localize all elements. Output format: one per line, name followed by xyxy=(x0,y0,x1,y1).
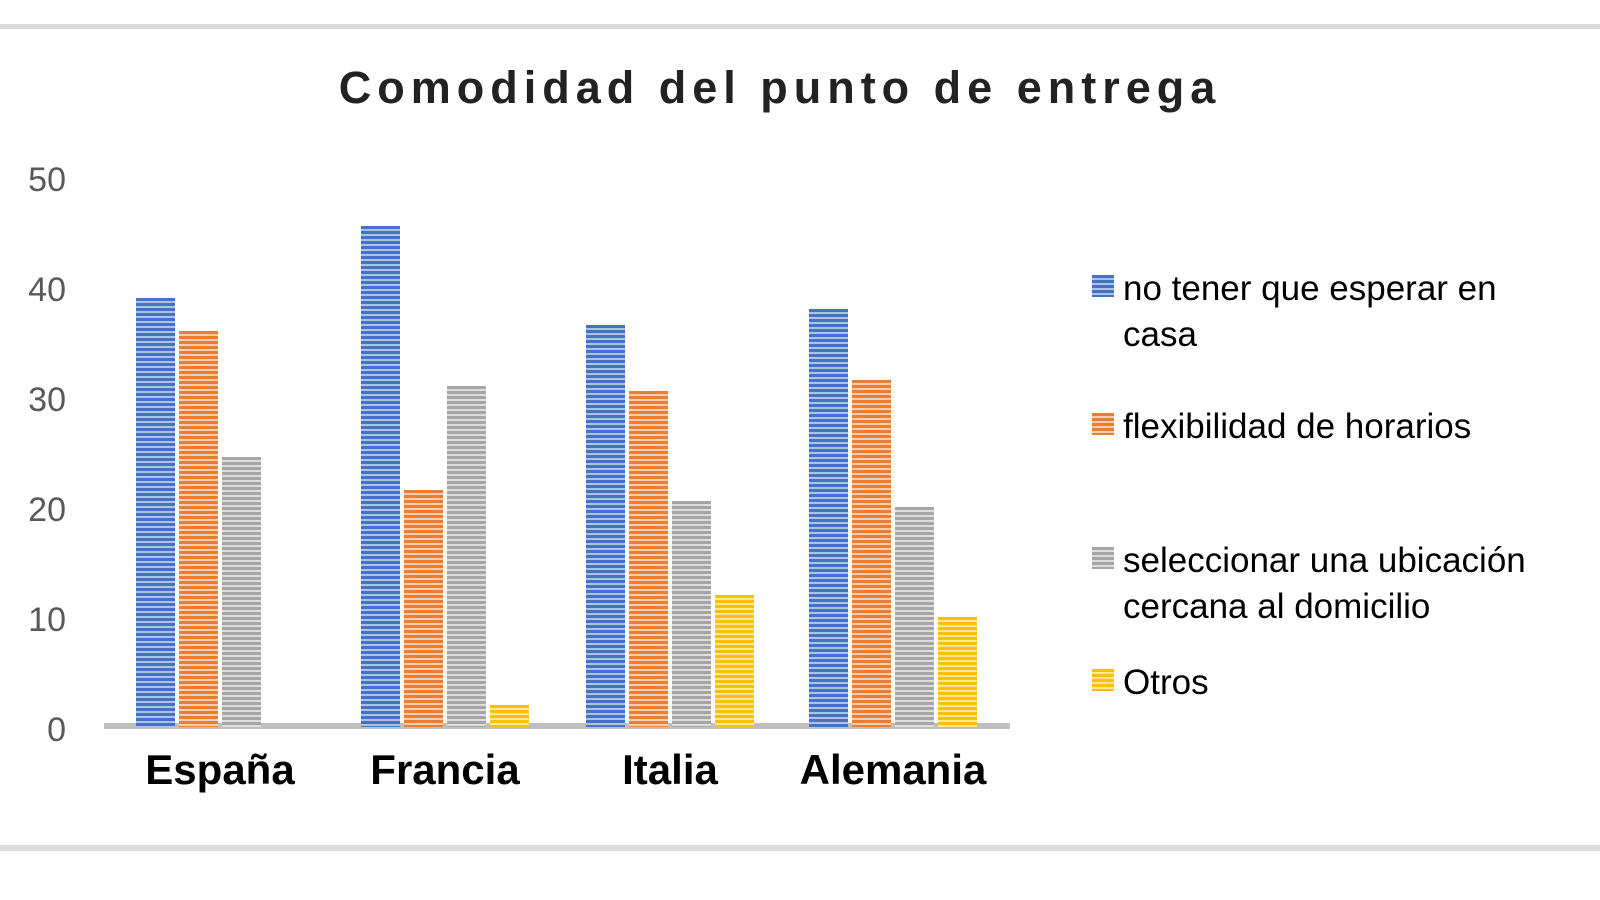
x-axis-label-espana: España xyxy=(145,746,295,793)
x-axis-label-francia: Francia xyxy=(370,746,520,793)
bar-no-tener-alemania xyxy=(809,309,848,727)
legend-color-swatch-icon xyxy=(1092,669,1114,691)
bar-no-tener-espana xyxy=(136,298,175,727)
bottom-divider xyxy=(0,845,1600,851)
bar-seleccionar-una-alemania xyxy=(895,507,934,727)
bar-no-tener-italia xyxy=(586,325,625,727)
legend-item-no-tener: no tener que esperar en casa xyxy=(1092,266,1497,358)
legend-color-swatch-icon xyxy=(1092,413,1114,435)
y-axis-tick-label-0: 0 xyxy=(47,711,66,749)
legend-label: Otros xyxy=(1123,663,1209,702)
bar-seleccionar-una-espana xyxy=(222,457,261,727)
y-axis-tick-label-10: 10 xyxy=(28,601,66,639)
y-axis-tick-label-40: 40 xyxy=(28,271,66,309)
legend-item-seleccionar-una: seleccionar una ubicación cercana al domi… xyxy=(1092,538,1526,630)
legend-color-swatch-icon xyxy=(1092,275,1114,297)
legend-label: seleccionar una ubicación cercana al domi… xyxy=(1123,541,1526,626)
bar-flexibilidad-de-alemania xyxy=(852,380,891,727)
legend-item-otros: Otros xyxy=(1092,660,1209,706)
bar-no-tener-francia xyxy=(361,226,400,727)
x-axis-label-alemania: Alemania xyxy=(799,746,987,793)
y-axis-tick-label-20: 20 xyxy=(28,491,66,529)
bar-otros-italia xyxy=(715,595,754,727)
bar-otros-alemania xyxy=(938,617,977,727)
x-axis-label-italia: Italia xyxy=(622,746,718,793)
y-axis-tick-label-30: 30 xyxy=(28,381,66,419)
bar-flexibilidad-de-francia xyxy=(404,490,443,727)
legend-label: flexibilidad de horarios xyxy=(1123,407,1472,446)
x-axis-line xyxy=(104,723,1010,729)
bar-flexibilidad-de-espana xyxy=(179,331,218,727)
legend-label: no tener que esperar en casa xyxy=(1123,269,1497,354)
legend-item-flexibilidad-de: flexibilidad de horarios xyxy=(1092,404,1471,450)
legend-color-swatch-icon xyxy=(1092,547,1114,569)
bar-flexibilidad-de-italia xyxy=(629,391,668,727)
top-divider xyxy=(0,24,1600,29)
y-axis-tick-label-50: 50 xyxy=(28,161,66,199)
bar-seleccionar-una-francia xyxy=(447,386,486,727)
bar-otros-francia xyxy=(490,705,529,727)
chart-title: Comodidad del punto de entrega xyxy=(338,62,1222,113)
bar-seleccionar-una-italia xyxy=(672,501,711,727)
